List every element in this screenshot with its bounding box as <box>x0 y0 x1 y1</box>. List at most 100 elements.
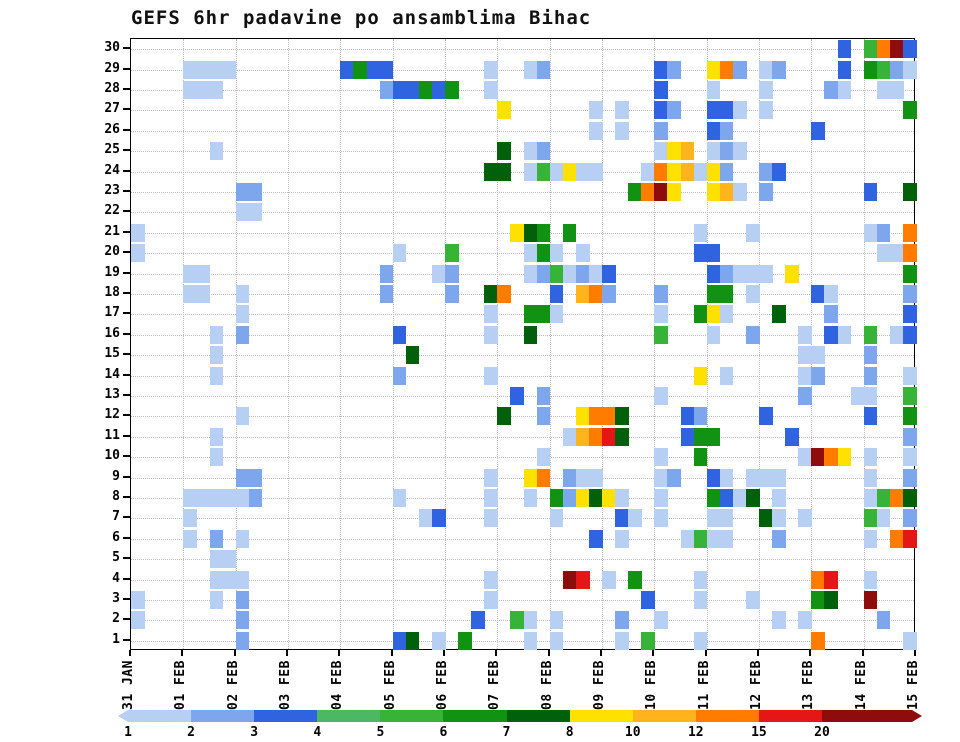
heatmap-cell <box>497 162 511 181</box>
heatmap-cell <box>588 407 603 426</box>
heatmap-cell <box>824 81 839 99</box>
heatmap-cell <box>719 264 734 283</box>
heatmap-cell <box>575 407 590 426</box>
heatmap-cell <box>484 81 498 99</box>
heatmap-cell <box>523 264 538 283</box>
y-tick <box>123 618 130 621</box>
heatmap-cell <box>575 285 590 303</box>
heatmap-cell <box>196 60 211 79</box>
heatmap-cell <box>549 264 564 283</box>
heatmap-cell <box>222 550 237 569</box>
heatmap-cell <box>405 81 420 99</box>
heatmap-cell <box>798 611 812 630</box>
grid-line-horizontal <box>131 151 914 153</box>
heatmap-cell <box>863 325 878 344</box>
y-tick <box>123 516 130 519</box>
heatmap-cell <box>706 285 721 303</box>
heatmap-cell <box>235 611 250 630</box>
y-tick <box>123 169 130 172</box>
heatmap-cell <box>706 162 721 181</box>
heatmap-cell <box>628 183 642 201</box>
heatmap-cell <box>902 40 917 59</box>
heatmap-cell <box>759 81 773 99</box>
grid-line-horizontal <box>131 498 914 499</box>
heatmap-cell <box>248 203 263 222</box>
heatmap-cell <box>693 244 708 263</box>
heatmap-cell <box>222 60 237 79</box>
legend-segment <box>443 710 507 722</box>
grid-line-vertical <box>759 39 760 649</box>
y-tick-label: 23 <box>104 183 120 198</box>
legend-segment <box>128 710 192 722</box>
heatmap-cell <box>902 101 917 120</box>
grid-line-vertical <box>706 39 708 649</box>
legend-tick-label: 2 <box>187 725 195 740</box>
heatmap-cell <box>235 325 250 344</box>
grid-line-horizontal <box>131 538 914 540</box>
heatmap-cell <box>654 468 668 487</box>
heatmap-cell <box>562 264 577 283</box>
y-tick <box>123 353 130 356</box>
heatmap-cell <box>523 631 538 650</box>
heatmap-cell <box>785 427 799 446</box>
heatmap-cell <box>536 60 551 79</box>
legend-left-arrow <box>118 710 128 722</box>
heatmap-cell <box>405 346 420 365</box>
heatmap-cell <box>863 591 878 609</box>
heatmap-cell <box>523 611 538 630</box>
heatmap-cell <box>588 489 603 507</box>
heatmap-cell <box>863 570 878 589</box>
heatmap-plot <box>130 38 917 650</box>
heatmap-cell <box>654 489 668 507</box>
heatmap-cell <box>445 81 459 99</box>
heatmap-cell <box>484 468 498 487</box>
x-tick <box>181 650 184 656</box>
grid-line-vertical <box>863 39 865 649</box>
y-tick-label: 3 <box>112 591 120 606</box>
heatmap-cell <box>536 223 551 242</box>
y-tick-label: 10 <box>104 448 120 464</box>
heatmap-cell <box>484 162 498 181</box>
heatmap-cell <box>876 611 891 630</box>
heatmap-cell <box>798 448 812 467</box>
heatmap-cell <box>719 468 734 487</box>
heatmap-cell <box>693 529 708 548</box>
y-tick-label: 14 <box>104 366 120 382</box>
heatmap-cell <box>798 509 812 528</box>
heatmap-cell <box>602 285 616 303</box>
grid-line-horizontal <box>131 212 914 214</box>
heatmap-cell <box>497 285 511 303</box>
heatmap-cell <box>902 264 917 283</box>
heatmap-cell <box>811 121 825 140</box>
heatmap-cell <box>523 468 538 487</box>
heatmap-cell <box>876 40 891 59</box>
heatmap-cell <box>471 611 485 630</box>
heatmap-cell <box>654 509 668 528</box>
x-tick <box>338 650 341 656</box>
heatmap-cell <box>824 570 839 589</box>
y-tick-label: 25 <box>104 142 120 158</box>
heatmap-cell <box>863 183 878 201</box>
x-tick-label: 15 FEB <box>906 660 921 710</box>
heatmap-cell <box>719 121 734 140</box>
heatmap-cell <box>876 509 891 528</box>
legend-segment <box>191 710 255 722</box>
heatmap-cell <box>222 489 237 507</box>
heatmap-cell <box>889 489 904 507</box>
grid-line-horizontal <box>131 294 914 295</box>
heatmap-cell <box>706 489 721 507</box>
heatmap-cell <box>902 509 917 528</box>
heatmap-cell <box>562 223 577 242</box>
legend-tick-label: 5 <box>376 725 385 740</box>
y-tick <box>123 251 130 254</box>
heatmap-cell <box>745 285 760 303</box>
heatmap-cell <box>484 325 498 344</box>
heatmap-cell <box>667 142 682 161</box>
grid-line-vertical <box>497 39 499 649</box>
heatmap-cell <box>549 611 564 630</box>
y-tick <box>123 455 130 458</box>
x-tick <box>809 650 812 656</box>
y-tick <box>123 292 130 294</box>
heatmap-cell <box>536 387 551 405</box>
heatmap-cell <box>902 427 917 446</box>
